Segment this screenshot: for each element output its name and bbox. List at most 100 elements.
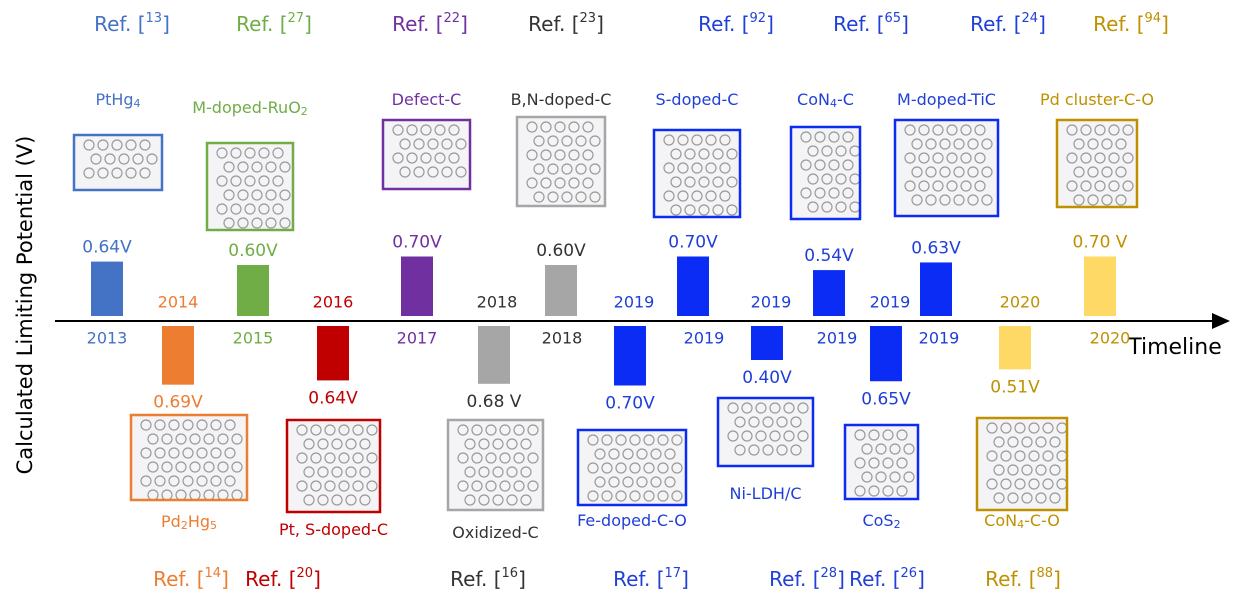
lattice-atom — [296, 424, 308, 436]
lattice-atom — [210, 447, 222, 459]
ref-number: 14 — [205, 566, 222, 581]
lattice-atom — [1007, 436, 1019, 448]
lattice-atom — [554, 177, 566, 189]
lattice-atom — [684, 176, 696, 188]
lattice-atom — [589, 163, 601, 175]
lattice-atom — [492, 466, 504, 478]
lattice-atom — [237, 217, 249, 229]
potential-bar — [751, 326, 783, 360]
ref-before: Ref. [ — [392, 12, 443, 36]
lattice-atom — [427, 166, 439, 178]
lattice-atom — [1035, 464, 1047, 476]
lattice-atom — [83, 139, 95, 151]
image-frame — [789, 125, 862, 221]
lattice-atom — [272, 147, 284, 159]
name-part: Oxidized-C — [452, 523, 538, 542]
year-label: 2015 — [233, 329, 274, 348]
ref-number: 22 — [444, 11, 461, 26]
timeline-item: 0.64V 2016 Pt, S-doped-C Ref. [20] — [245, 293, 388, 591]
structure-name: Pt, S-doped-C — [279, 520, 388, 539]
structure-name: B,N-doped-C — [511, 90, 612, 109]
lattice-atom — [237, 161, 249, 173]
lattice-atom — [399, 138, 411, 150]
lattice-atom — [1108, 124, 1120, 136]
lattice-atom — [310, 480, 322, 492]
reference: Ref. [14] — [153, 566, 229, 591]
lattice-atom — [932, 152, 944, 164]
lattice-atom — [547, 163, 559, 175]
image-frame — [893, 118, 1000, 218]
image-frame — [129, 413, 249, 502]
lattice-atom — [464, 466, 476, 478]
lattice-atom — [154, 419, 166, 431]
lattice-atom — [1028, 478, 1040, 490]
lattice-atom — [279, 161, 291, 173]
ref-before: Ref. [ — [849, 567, 900, 591]
lattice-atom — [741, 402, 753, 414]
structure-image — [285, 418, 382, 514]
lattice-atom — [1094, 152, 1106, 164]
lattice-atom — [939, 166, 951, 178]
lattice-atom — [953, 166, 965, 178]
lattice-atom — [797, 430, 809, 442]
structure-image — [446, 418, 545, 512]
lattice-atom — [547, 191, 559, 203]
lattice-atom — [986, 478, 998, 490]
lattice-atom — [427, 138, 439, 150]
reference: Ref. [17] — [613, 566, 689, 591]
value-label: 0.64V — [82, 238, 132, 258]
value-label: 0.54V — [804, 246, 854, 266]
lattice-atom — [589, 135, 601, 147]
lattice-atom — [366, 480, 378, 492]
image-background — [1057, 120, 1137, 207]
lattice-atom — [726, 204, 738, 216]
lattice-atom — [727, 402, 739, 414]
lattice-atom — [392, 152, 404, 164]
structure-image — [843, 423, 920, 501]
lattice-atom — [967, 166, 979, 178]
reference: Ref. [94] — [1093, 11, 1169, 36]
potential-bar — [1084, 256, 1116, 316]
lattice-atom — [1101, 138, 1113, 150]
lattice-atom — [223, 189, 235, 201]
lattice-atom — [485, 480, 497, 492]
lattice-atom — [953, 194, 965, 206]
timeline-item: 0.70V 2017 Defect-C Ref. [22] — [381, 11, 472, 348]
ref-number: 16 — [502, 566, 519, 581]
name-part: -C-O — [1024, 511, 1060, 530]
structure-image — [381, 118, 472, 191]
structure-image — [72, 133, 164, 192]
lattice-atom — [698, 204, 710, 216]
structure-image — [716, 396, 815, 468]
lattice-atom — [182, 447, 194, 459]
lattice-atom — [854, 457, 866, 469]
structure-image — [129, 413, 249, 502]
lattice-atom — [594, 448, 606, 460]
lattice-atom — [420, 152, 432, 164]
lattice-atom — [670, 148, 682, 160]
lattice-atom — [974, 124, 986, 136]
ref-after: ] — [1161, 12, 1169, 36]
lattice-atom — [485, 424, 497, 436]
ref-number: 92 — [750, 11, 767, 26]
ref-after: ] — [304, 12, 312, 36]
name-part: CoS — [862, 511, 893, 530]
lattice-atom — [554, 149, 566, 161]
ref-number: 94 — [1145, 11, 1162, 26]
lattice-atom — [1080, 180, 1092, 192]
lattice-atom — [691, 162, 703, 174]
lattice-atom — [265, 189, 277, 201]
lattice-atom — [492, 494, 504, 506]
lattice-atom — [925, 166, 937, 178]
ref-after: ] — [596, 12, 604, 36]
lattice-atom — [1122, 152, 1134, 164]
potential-bar — [237, 265, 269, 316]
lattice-atom — [705, 162, 717, 174]
ref-number: 13 — [146, 11, 163, 26]
lattice-atom — [506, 466, 518, 478]
lattice-atom — [726, 148, 738, 160]
lattice-atom — [526, 177, 538, 189]
ref-before: Ref. [ — [236, 12, 287, 36]
lattice-atom — [918, 180, 930, 192]
